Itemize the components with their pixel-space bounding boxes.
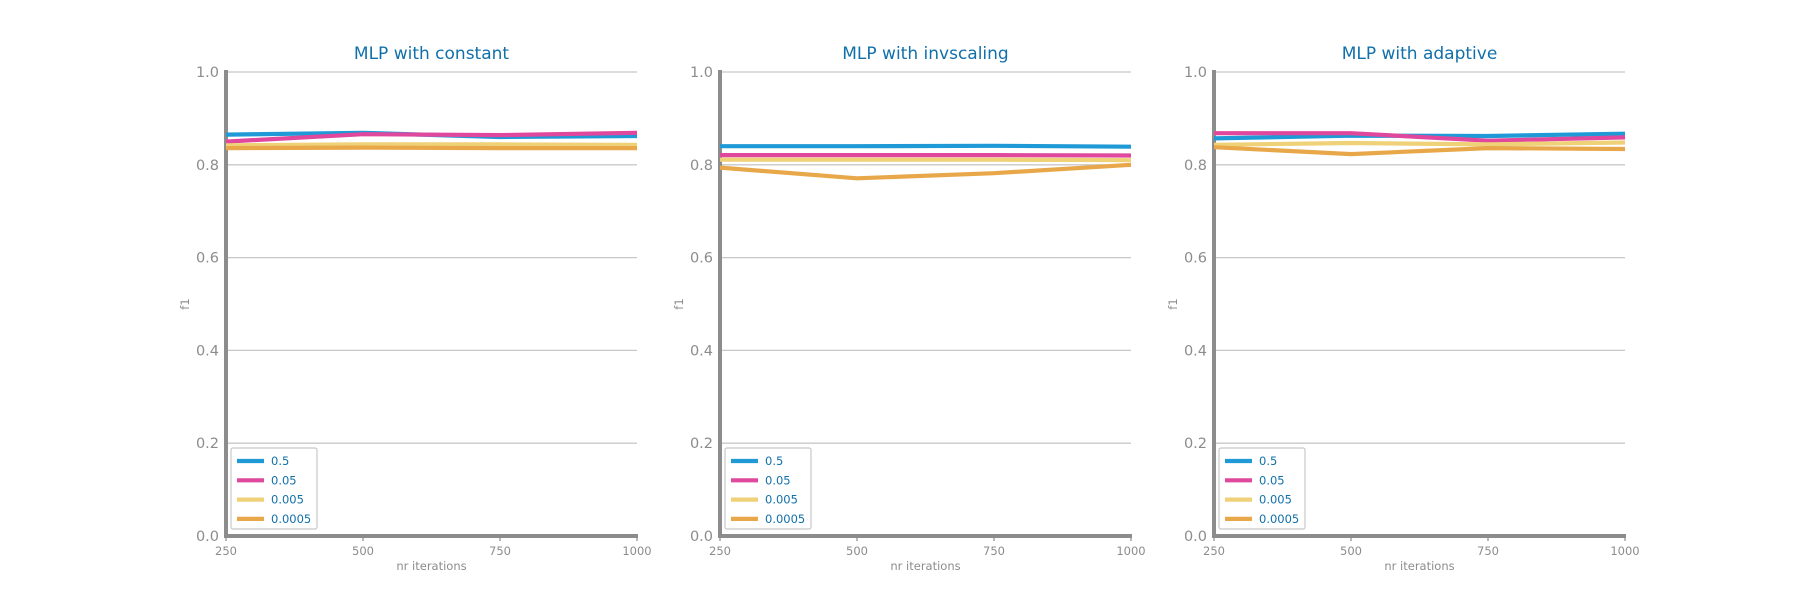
y-tick-label: 0.8 [690,158,713,174]
series-line-0.5 [720,143,1132,149]
x-tick-label: 250 [1203,544,1225,558]
y-tick-label: 1.0 [690,65,713,81]
legend-label: 0.005 [1259,493,1292,507]
legend-label: 0.05 [271,473,297,487]
legend-label: 0.0005 [765,512,805,526]
x-axis-label: nr iterations [890,559,960,573]
x-tick-label: 750 [1477,544,1499,558]
y-tick-label: 0.2 [690,436,713,452]
y-tick-label: 0.4 [196,343,219,359]
legend-label: 0.005 [765,493,798,507]
legend-label: 0.5 [1259,454,1277,468]
chart-panel-2: 0.0 0.2 0.4 0.6 0.8 1.0 250 500 750 1000 MLP with … [672,44,1146,573]
y-tick-label: 0.4 [1184,343,1207,359]
x-tick-label: 500 [1340,544,1362,558]
x-axis-label: nr iterations [396,559,466,573]
legend-label: 0.05 [765,473,791,487]
series-line-0.0005 [225,145,637,151]
y-tick-label: 0.6 [690,251,713,267]
series-line-0.005 [225,142,638,148]
y-tick-label: 1.0 [1184,65,1207,81]
legend-label: 0.005 [271,493,304,507]
chart-title: MLP with invscaling [842,44,1008,64]
legend-box [724,447,812,530]
y-tick-label: 0.0 [690,529,713,545]
chart-panel-1: 0.0 0.2 0.4 0.6 0.8 1.0 250 500 750 1000 MLP with … [178,44,652,573]
y-axis-label: f1 [672,298,686,309]
y-tick-label: 1.0 [196,65,219,81]
legend-label: 0.05 [1259,473,1285,487]
y-axis-label: f1 [178,298,192,309]
series-line-0.005 [720,157,1132,163]
x-tick-label: 750 [489,544,511,558]
series-line-0.05 [225,130,638,144]
x-tick-label: 1000 [622,544,651,558]
chart-panel-3: 0.0 0.2 0.4 0.6 0.8 1.0 250 500 750 1000 MLP with … [1166,44,1640,573]
y-tick-label: 0.8 [1184,158,1207,174]
y-tick-label: 0.2 [1184,436,1207,452]
y-tick-label: 0.6 [196,251,219,267]
y-tick-label: 0.6 [1184,251,1207,267]
y-tick-label: 0.0 [196,529,219,545]
x-axis-label: nr iterations [1384,559,1454,573]
legend-label: 0.0005 [1259,512,1299,526]
x-tick-label: 1000 [1116,544,1145,558]
legend-box [230,447,318,530]
y-tick-label: 0.0 [1184,529,1207,545]
x-tick-label: 500 [846,544,868,558]
series-line-0.0005 [1213,145,1626,157]
legend-box [1218,447,1306,530]
series-line-0.0005 [719,162,1132,181]
x-tick-label: 250 [215,544,237,558]
series-line-0.005 [1213,140,1626,147]
y-tick-label: 0.4 [690,343,713,359]
x-tick-label: 250 [709,544,731,558]
y-tick-label: 0.8 [196,158,219,174]
x-tick-label: 1000 [1610,544,1639,558]
legend-label: 0.5 [765,454,783,468]
x-tick-label: 500 [352,544,374,558]
y-axis-label: f1 [1166,298,1180,309]
series-line-0.05 [1214,131,1626,143]
legend-label: 0.0005 [271,512,311,526]
chart-title: MLP with adaptive [1342,44,1498,64]
chart-title: MLP with constant [354,44,510,64]
legend-label: 0.5 [271,454,289,468]
y-tick-label: 0.2 [196,436,219,452]
x-tick-label: 750 [983,544,1005,558]
